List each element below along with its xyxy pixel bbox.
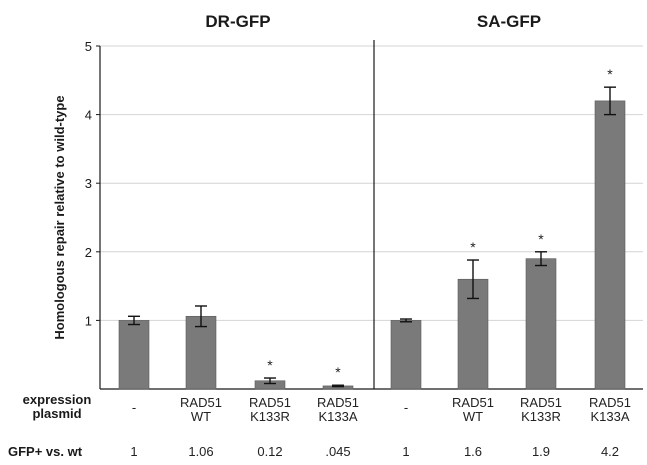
- category-label: WT: [463, 409, 483, 424]
- category-label: -: [404, 400, 408, 415]
- y-tick-label: 3: [85, 176, 92, 191]
- y-tick-label: 4: [85, 108, 92, 123]
- ratio-row-label: GFP+ vs. wt: [8, 444, 83, 459]
- category-label: RAD51: [589, 395, 631, 410]
- ratio-value: 4.2: [601, 444, 619, 459]
- significance-star: *: [538, 231, 544, 247]
- category-label: RAD51: [180, 395, 222, 410]
- ratio-value: 1.6: [464, 444, 482, 459]
- bar: [525, 258, 557, 390]
- ratio-value: 1.06: [188, 444, 213, 459]
- bar: [390, 320, 422, 390]
- category-label: K133A: [318, 409, 357, 424]
- bar: [185, 315, 217, 390]
- y-axis-label: Homologous repair relative to wild-type: [52, 95, 67, 339]
- category-label: RAD51: [520, 395, 562, 410]
- ratio-value: 1: [402, 444, 409, 459]
- expression-row-label: expression: [23, 392, 92, 407]
- bar: [594, 100, 626, 390]
- significance-star: *: [470, 239, 476, 255]
- y-tick-label: 2: [85, 245, 92, 260]
- category-label: RAD51: [249, 395, 291, 410]
- significance-star: *: [335, 364, 341, 380]
- category-label: K133R: [521, 409, 561, 424]
- expression-row-label: plasmid: [32, 406, 81, 421]
- significance-star: *: [607, 66, 613, 82]
- significance-star: *: [267, 357, 273, 373]
- bar: [118, 320, 150, 390]
- category-label: K133R: [250, 409, 290, 424]
- category-label: WT: [191, 409, 211, 424]
- ratio-value: 0.12: [257, 444, 282, 459]
- ratio-value: 1: [130, 444, 137, 459]
- y-tick-label: 1: [85, 313, 92, 328]
- category-label: RAD51: [317, 395, 359, 410]
- ratio-value: .045: [325, 444, 350, 459]
- panel-title: SA-GFP: [477, 12, 541, 31]
- ratio-value: 1.9: [532, 444, 550, 459]
- category-label: -: [132, 400, 136, 415]
- category-label: RAD51: [452, 395, 494, 410]
- panel-title: DR-GFP: [205, 12, 270, 31]
- y-tick-label: 5: [85, 39, 92, 54]
- category-label: K133A: [590, 409, 629, 424]
